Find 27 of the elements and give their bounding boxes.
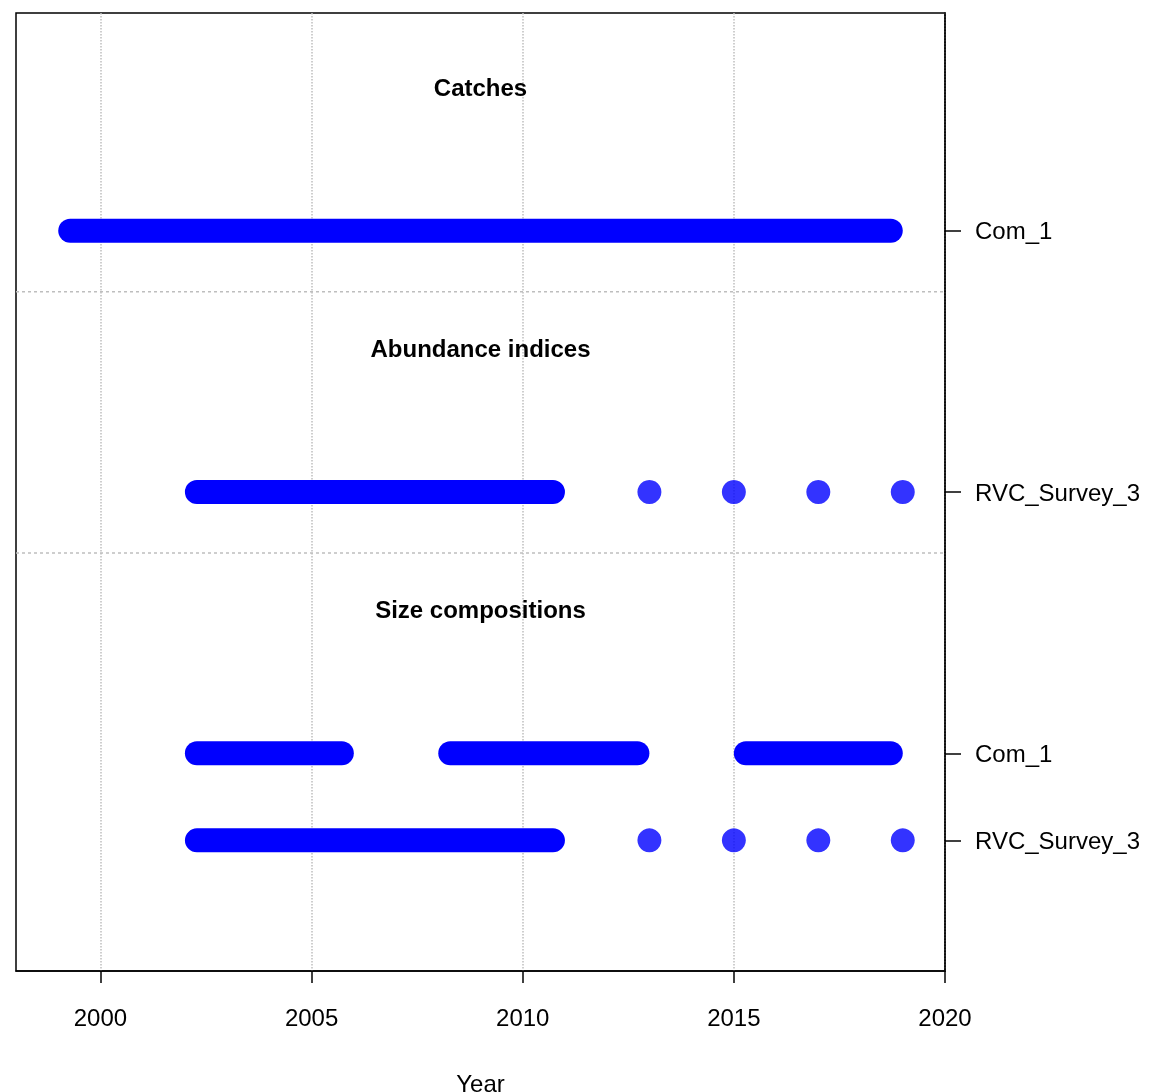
y-tick-label: Com_1 <box>975 739 1053 767</box>
y-tick-label: Com_1 <box>975 217 1053 245</box>
annotation: Abundance indices <box>370 334 591 362</box>
point <box>721 828 746 853</box>
bar <box>184 480 565 504</box>
y-tick-label: RVC_Survey_3 <box>975 478 1140 506</box>
annotation: Size compositions <box>375 596 586 624</box>
x-tick-label: 2015 <box>707 1003 761 1031</box>
bar <box>184 828 565 853</box>
y-tick-label: RVC_Survey_3 <box>975 826 1140 854</box>
point <box>637 828 662 853</box>
x-axis-title: Year <box>456 1069 505 1092</box>
bar <box>733 741 903 766</box>
x-tick-label: 2005 <box>284 1003 339 1031</box>
bar <box>58 218 903 243</box>
point <box>890 828 915 853</box>
annotation: Catches <box>433 73 528 101</box>
x-tick-label: 2020 <box>918 1003 972 1031</box>
point <box>721 480 746 504</box>
bar <box>438 741 650 766</box>
point <box>806 480 831 504</box>
x-tick-label: 2000 <box>73 1003 128 1031</box>
x-tick-label: 2010 <box>496 1003 550 1031</box>
point <box>890 480 915 504</box>
point <box>637 480 662 504</box>
bar <box>184 741 354 766</box>
point <box>806 828 831 853</box>
